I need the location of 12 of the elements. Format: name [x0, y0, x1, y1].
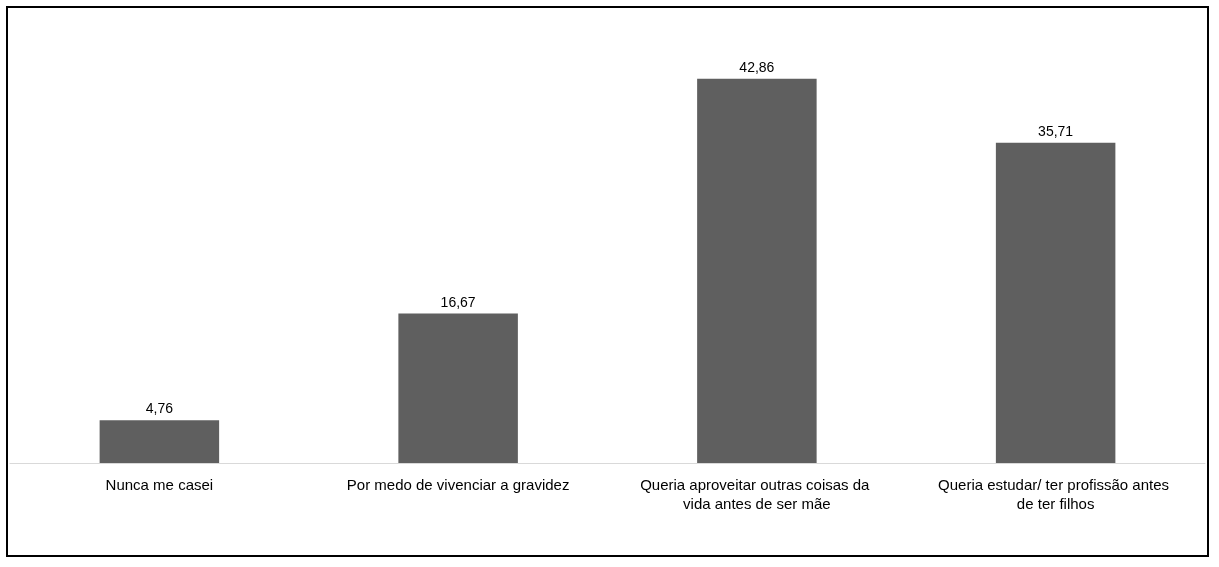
data-label: 42,86	[739, 58, 775, 75]
bar	[697, 78, 817, 463]
bar	[995, 142, 1116, 463]
x-tick-label: Queria estudar/ ter profissão antes de ter filhos	[938, 476, 1174, 512]
x-tick-label: Por medo de vivenciar a gravidez	[346, 476, 570, 493]
bar	[398, 313, 518, 463]
x-tick-label: Queria aproveitar outras coisas da vida antes de ser mãe	[640, 476, 874, 512]
bar	[99, 420, 220, 463]
x-tick-label: Nunca me casei	[105, 476, 214, 493]
data-label: 35,71	[1038, 122, 1074, 139]
data-label: 16,67	[440, 293, 476, 310]
data-label: 4,76	[145, 400, 174, 417]
